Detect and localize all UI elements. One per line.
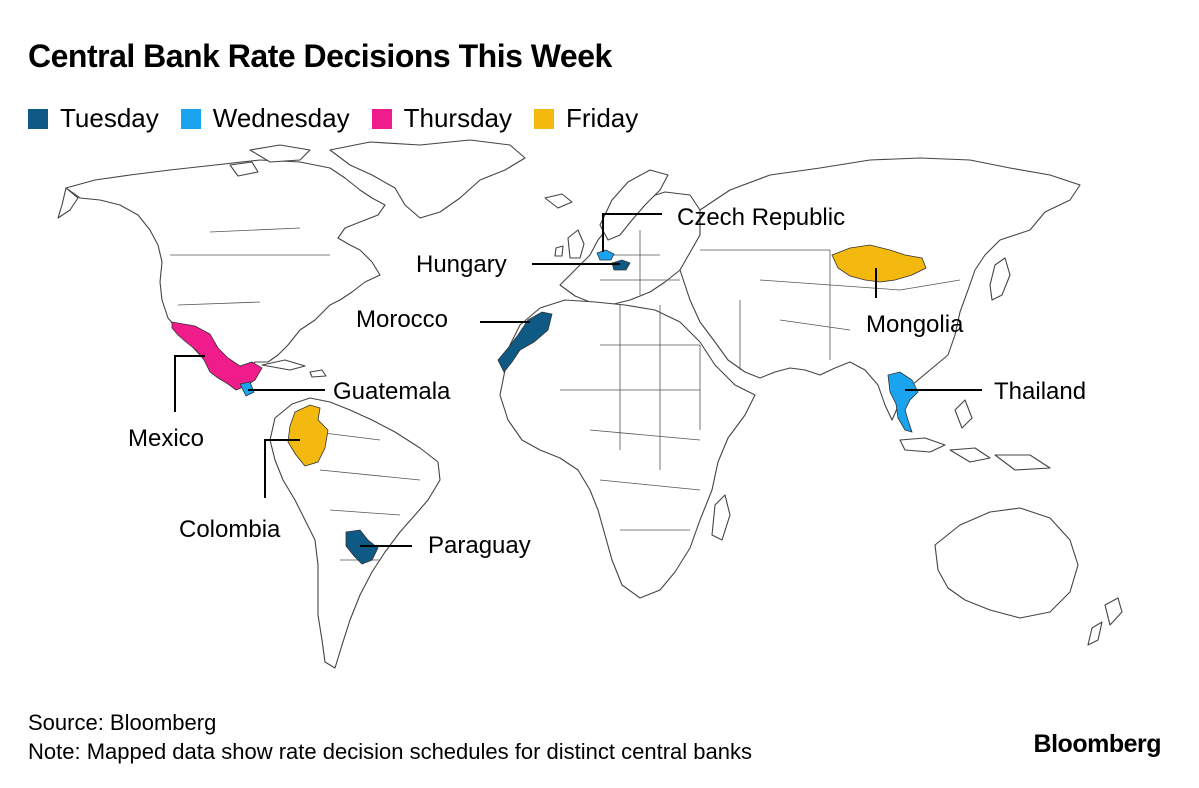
label-colombia: Colombia bbox=[179, 516, 281, 543]
land-japan bbox=[989, 257, 1011, 301]
label-mexico: Mexico bbox=[128, 425, 204, 452]
leader-mexico bbox=[174, 355, 205, 412]
label-thailand: Thailand bbox=[994, 378, 1086, 405]
legend-swatch-friday bbox=[534, 108, 554, 129]
country-guatemala bbox=[239, 381, 255, 397]
legend-label-thursday: Thursday bbox=[403, 103, 512, 133]
land-scandinavia bbox=[599, 169, 669, 241]
legend-item-wednesday: Wednesday bbox=[180, 103, 350, 134]
land-asia bbox=[679, 157, 1081, 421]
label-morocco: Morocco bbox=[356, 306, 448, 333]
country-thailand bbox=[887, 371, 919, 433]
land-masses bbox=[57, 139, 1123, 669]
chart-title: Central Bank Rate Decisions This Week bbox=[28, 38, 612, 74]
land-africa bbox=[499, 299, 756, 599]
land-north-america bbox=[65, 159, 386, 389]
country-mexico bbox=[171, 321, 263, 391]
legend-swatch-wednesday bbox=[180, 108, 201, 129]
country-czech-republic bbox=[596, 249, 615, 261]
footer: Source: Bloomberg Note: Mapped data show… bbox=[28, 708, 752, 766]
legend-item-tuesday: Tuesday bbox=[28, 103, 159, 134]
legend-label-wednesday: Wednesday bbox=[212, 103, 350, 133]
label-mongolia: Mongolia bbox=[866, 311, 964, 338]
land-southeast-islands bbox=[899, 399, 1051, 471]
label-paraguay: Paraguay bbox=[428, 532, 531, 559]
legend-swatch-thursday bbox=[371, 108, 392, 129]
land-caribbean bbox=[261, 359, 327, 378]
leader-colombia bbox=[264, 439, 300, 498]
bloomberg-logo: Bloomberg bbox=[1033, 730, 1162, 758]
legend-label-tuesday: Tuesday bbox=[60, 103, 159, 133]
leader-czech-republic bbox=[602, 213, 662, 252]
country-mongolia bbox=[831, 244, 927, 283]
country-morocco bbox=[497, 311, 553, 373]
legend-swatch-tuesday bbox=[28, 108, 48, 129]
label-hungary: Hungary bbox=[416, 251, 507, 278]
land-alaska-peninsula bbox=[57, 187, 79, 219]
label-czech-republic: Czech Republic bbox=[677, 204, 845, 231]
country-labels: Czech Republic Hungary Morocco Mongolia … bbox=[128, 204, 1086, 559]
source-note: Source: Bloomberg bbox=[28, 710, 217, 735]
method-note: Note: Mapped data show rate decision sch… bbox=[28, 739, 752, 764]
label-guatemala: Guatemala bbox=[333, 378, 451, 405]
country-hungary bbox=[611, 259, 631, 271]
land-arctic-islands bbox=[229, 144, 311, 177]
country-borders bbox=[170, 227, 961, 561]
highlighted-countries bbox=[171, 244, 927, 565]
land-madagascar bbox=[711, 494, 731, 541]
land-new-zealand bbox=[1087, 597, 1123, 646]
legend-item-friday: Friday bbox=[534, 103, 638, 134]
leader-lines bbox=[174, 213, 982, 547]
land-greenland bbox=[329, 139, 526, 219]
land-iceland bbox=[544, 193, 573, 209]
land-australia bbox=[934, 507, 1079, 619]
legend-item-thursday: Thursday bbox=[371, 103, 512, 134]
legend-label-friday: Friday bbox=[566, 103, 639, 133]
legend: Tuesday Wednesday Thursday Friday bbox=[28, 103, 660, 134]
land-uk bbox=[554, 229, 585, 259]
